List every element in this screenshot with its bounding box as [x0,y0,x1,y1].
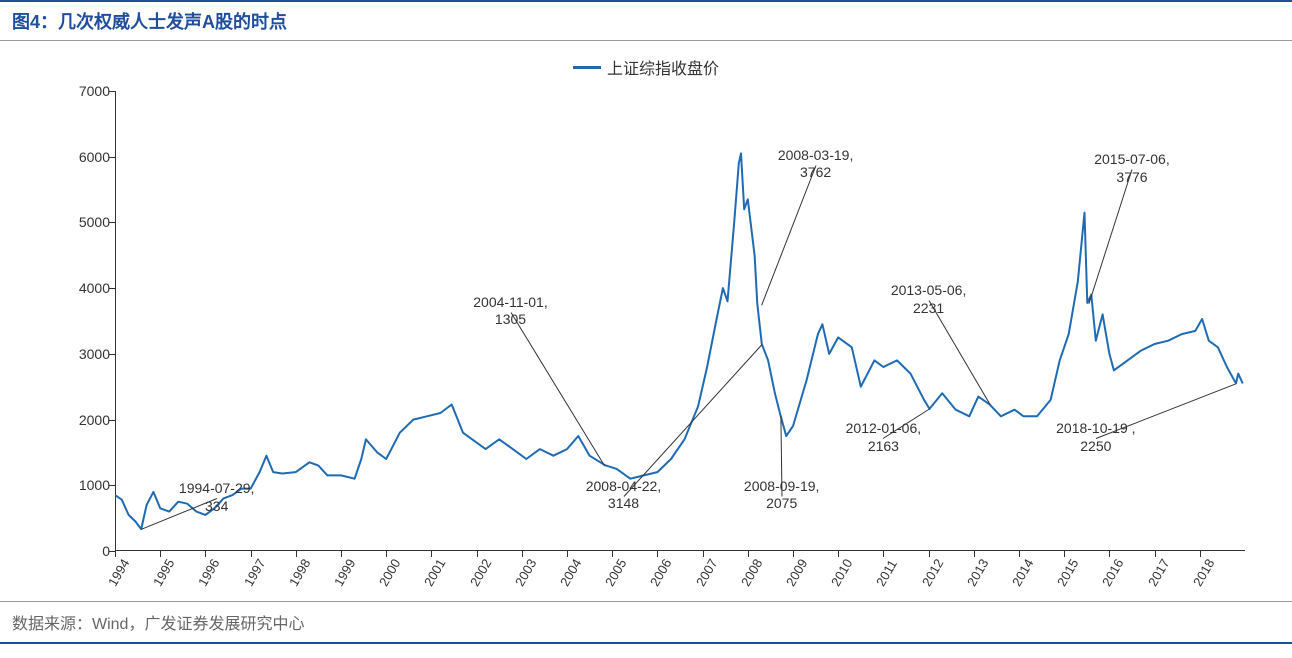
x-tick-label: 2003 [512,556,539,589]
x-tick-label: 2011 [873,557,900,589]
y-tick-label: 4000 [79,280,110,296]
chart-area: 上证综指收盘价 01000200030004000500060007000 19… [0,41,1292,601]
x-tick-label: 2017 [1145,556,1172,589]
x-tick-label: 1994 [105,556,132,589]
legend: 上证综指收盘价 [573,55,719,79]
y-tick-label: 2000 [79,412,110,428]
y-tick-label: 7000 [79,83,110,99]
x-tick-label: 2002 [467,556,494,589]
x-tick-label: 2004 [557,556,584,589]
annotation-label: 1994-07-29,334 [167,480,267,515]
y-axis: 01000200030004000500060007000 [60,91,110,551]
source-label: 数据来源：Wind，广发证券发展研究中心 [0,601,1292,644]
y-tick-label: 5000 [79,214,110,230]
x-tick-label: 1998 [286,556,313,589]
y-tick [109,288,115,289]
x-tick-label: 2009 [783,556,810,589]
y-tick [109,485,115,486]
legend-label: 上证综指收盘价 [607,55,719,79]
x-tick-label: 2016 [1099,556,1126,589]
y-tick [109,420,115,421]
x-tick-label: 2018 [1190,556,1217,589]
y-tick [109,91,115,92]
y-tick-label: 6000 [79,149,110,165]
y-tick [109,354,115,355]
annotation-label: 2013-05-06,2231 [879,282,979,317]
x-tick-label: 2006 [647,556,674,589]
x-tick-label: 1997 [241,556,268,589]
y-tick-label: 3000 [79,346,110,362]
annotation-label: 2008-04-22,3148 [574,478,674,513]
x-tick-label: 2005 [602,556,629,589]
annotation-label: 2012-01-06,2163 [833,420,933,455]
y-tick [109,157,115,158]
y-tick-label: 1000 [79,477,110,493]
x-tick-label: 2007 [693,556,720,589]
x-tick-label: 1999 [331,556,358,589]
y-tick [109,222,115,223]
line-series [115,91,1245,551]
legend-swatch [573,66,601,69]
x-tick-label: 2010 [828,556,855,589]
x-tick-label: 1995 [150,556,177,589]
x-tick-label: 2008 [738,556,765,589]
chart-title: 图4：几次权威人士发声A股的时点 [0,0,1292,41]
annotation-label: 2015-07-06,3776 [1082,151,1182,186]
annotation-label: 2008-09-19,2075 [732,478,832,513]
x-tick-label: 2015 [1054,556,1081,589]
x-tick-label: 2013 [964,556,991,589]
x-tick-label: 2012 [919,556,946,589]
plot-area: 1994-07-29,334 2004-11-01,1305 2008-04-22,… [115,91,1245,551]
x-tick-label: 2000 [376,556,403,589]
annotation-label: 2018-10-19 ,2250 [1046,420,1146,455]
annotation-label: 2004-11-01,1305 [461,294,561,329]
x-tick-label: 1996 [195,556,222,589]
x-tick-label: 2001 [421,556,448,589]
x-tick-label: 2014 [1009,556,1036,589]
annotation-label: 2008-03-19,3762 [766,147,866,182]
x-axis: 1994199519961997199819992000200120022003… [115,556,1245,606]
